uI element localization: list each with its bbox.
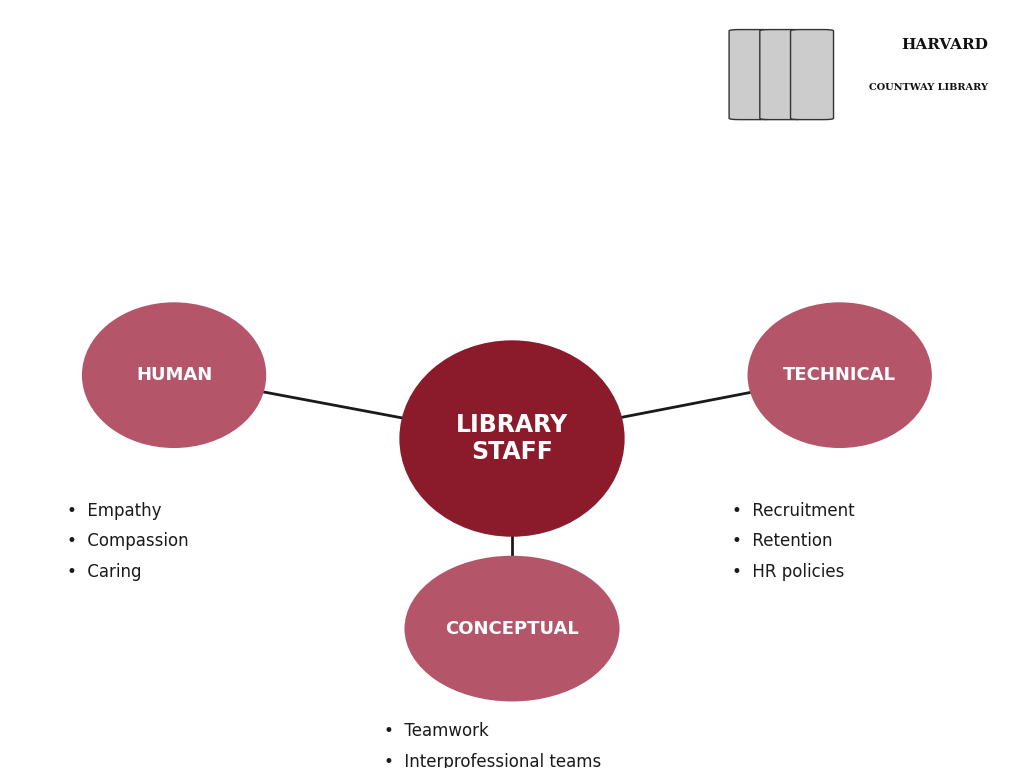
Text: Diversity and Inclusion: Diversity and Inclusion [20, 38, 668, 86]
Text: •  Interprofessional teams: • Interprofessional teams [384, 753, 601, 768]
Text: •  Retention: • Retention [732, 532, 833, 551]
FancyBboxPatch shape [729, 29, 772, 120]
Text: HUMAN: HUMAN [136, 366, 212, 384]
Text: •  Recruitment: • Recruitment [732, 502, 855, 520]
Ellipse shape [404, 556, 620, 701]
Text: •  Compassion: • Compassion [67, 532, 188, 551]
FancyBboxPatch shape [791, 29, 834, 120]
Text: CONCEPTUAL: CONCEPTUAL [445, 620, 579, 637]
Text: •  HR policies: • HR policies [732, 563, 845, 581]
Text: TECHNICAL: TECHNICAL [783, 366, 896, 384]
Text: •  Caring: • Caring [67, 563, 141, 581]
Text: •  Empathy: • Empathy [67, 502, 161, 520]
Ellipse shape [399, 340, 625, 537]
Text: HARVARD: HARVARD [901, 38, 988, 51]
Text: COUNTWAY LIBRARY: COUNTWAY LIBRARY [869, 84, 988, 92]
Text: LIBRARY
STAFF: LIBRARY STAFF [456, 412, 568, 465]
Text: •  Teamwork: • Teamwork [384, 723, 488, 740]
Text: Competency Framework: Competency Framework [20, 94, 700, 142]
Ellipse shape [82, 303, 266, 448]
FancyBboxPatch shape [760, 29, 803, 120]
Ellipse shape [748, 303, 932, 448]
